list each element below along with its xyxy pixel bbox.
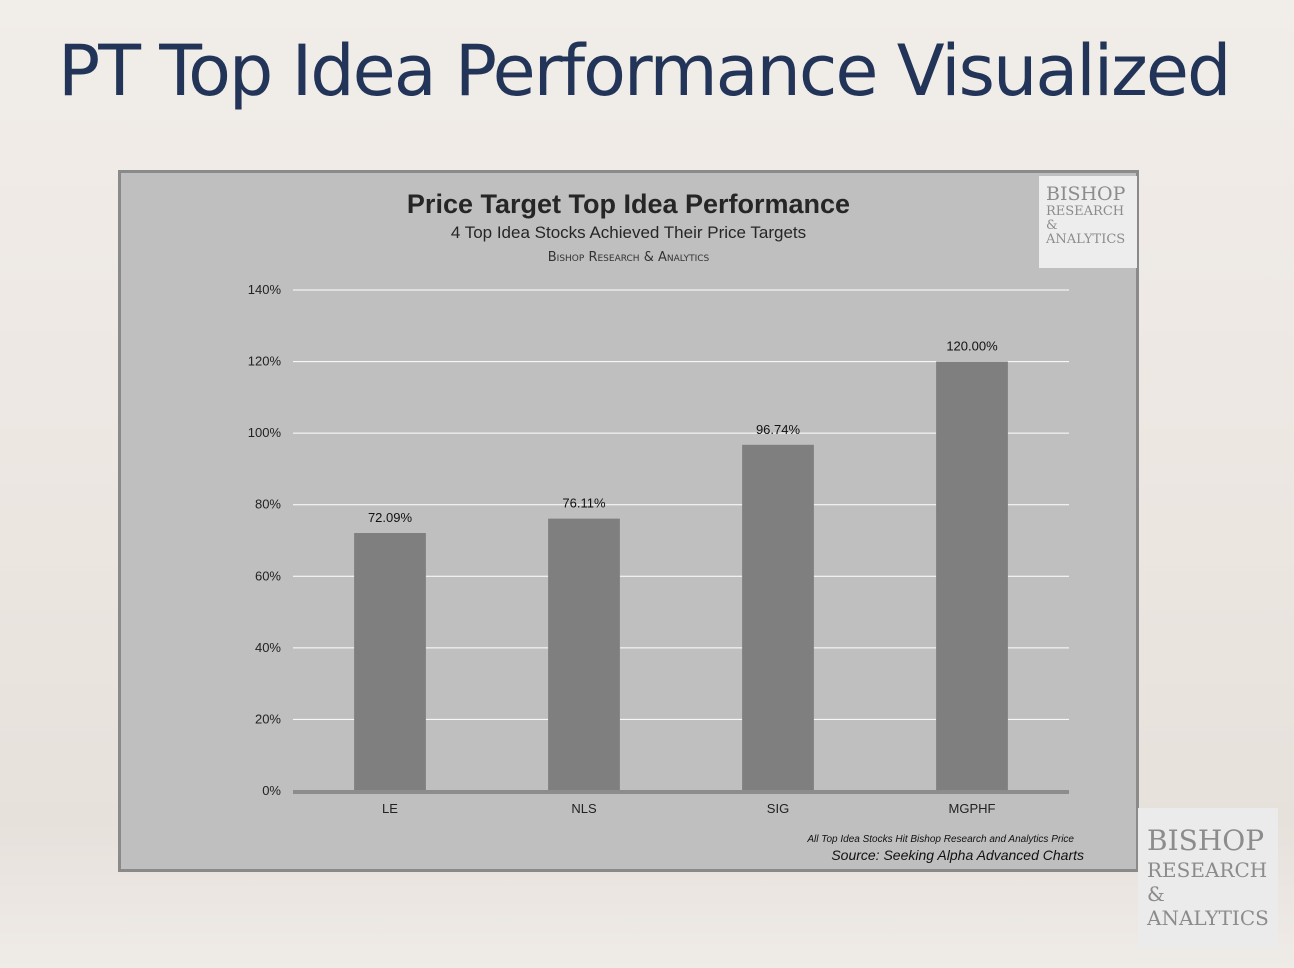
y-tick-label: 100% [248, 425, 282, 440]
chart-subtitle: 4 Top Idea Stocks Achieved Their Price T… [450, 223, 807, 242]
chart-panel: 0% 20% 40% 60% 80% 100% 120% 140% 72.09% LE 76.11%… [118, 170, 1139, 872]
slide-logo: BISHOP RESEARCH & ANALYTICS [1138, 808, 1278, 948]
chart-logo-line4: ANALYTICS [1046, 232, 1126, 248]
chart-logo-line2: RESEARCH [1046, 203, 1125, 219]
chart-brand-line: Bishop Research & Analytics [547, 250, 710, 265]
chart-title: Price Target Top Idea Performance [406, 189, 851, 219]
slide-logo-line1: BISHOP [1147, 824, 1265, 857]
x-tick-label: SIG [767, 801, 789, 816]
chart-logo: BISHOP RESEARCH & ANALYTICS [1039, 176, 1137, 268]
slide-logo-line3: & [1147, 881, 1165, 906]
bar [548, 518, 620, 791]
y-tick-label: 80% [255, 497, 281, 512]
chart-logo-line3: & [1046, 218, 1058, 234]
data-label: 76.11% [562, 496, 606, 511]
y-tick-label: 140% [248, 282, 282, 297]
slide-logo-line2: RESEARCH [1147, 857, 1268, 882]
y-tick-label: 120% [248, 354, 282, 369]
chart-footnote: All Top Idea Stocks Hit Bishop Research … [807, 834, 1074, 845]
chart-source: Source: Seeking Alpha Advanced Charts [831, 847, 1084, 863]
x-tick-label: LE [382, 801, 398, 816]
chart-logo-line1: BISHOP [1046, 183, 1126, 205]
y-tick-label: 0% [262, 783, 281, 798]
bar [742, 444, 814, 791]
slide-logo-line4: ANALYTICS [1147, 905, 1269, 930]
y-tick-label: 40% [255, 640, 281, 655]
data-label: 120.00% [946, 339, 998, 354]
y-tick-label: 60% [255, 568, 281, 583]
bar [936, 361, 1008, 791]
data-label: 96.74% [756, 422, 801, 437]
bar-chart: 0% 20% 40% 60% 80% 100% 120% 140% 72.09% LE 76.11%… [248, 282, 1069, 816]
slide-title: PT Top Idea Performance Visualized [58, 30, 1231, 112]
y-tick-label: 20% [255, 711, 281, 726]
bar [354, 533, 426, 791]
x-tick-label: NLS [571, 801, 597, 816]
x-tick-label: MGPHF [949, 801, 996, 816]
data-label: 72.09% [368, 510, 413, 525]
